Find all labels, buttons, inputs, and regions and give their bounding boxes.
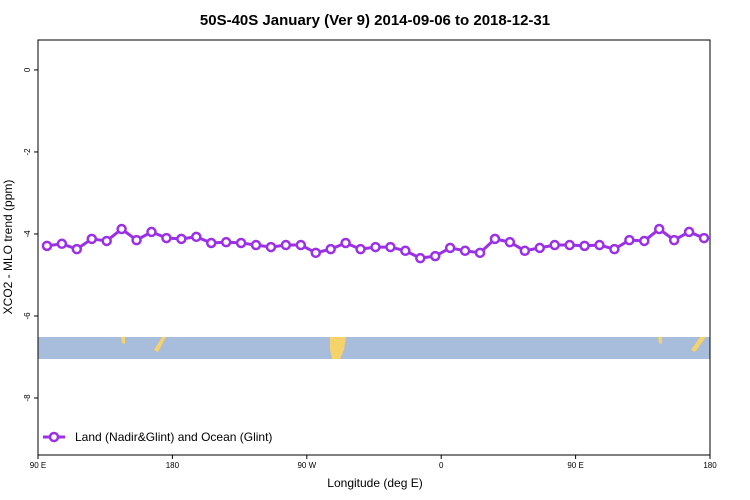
x-tick-label: 90 W <box>297 461 316 470</box>
land-patch <box>691 337 706 352</box>
data-point <box>444 242 456 254</box>
data-point <box>683 226 695 238</box>
data-point <box>250 239 262 251</box>
data-point <box>220 236 232 248</box>
data-point <box>325 243 336 255</box>
data-point <box>624 234 635 246</box>
data-point <box>519 245 531 257</box>
data-point <box>668 234 680 246</box>
y-tick-label: -6 <box>23 312 32 320</box>
legend-label: Land (Nadir&Glint) and Ocean (Glint) <box>75 430 272 444</box>
chart-title: 50S-40S January (Ver 9) 2014-09-06 to 20… <box>200 12 550 29</box>
data-point <box>504 236 516 248</box>
data-point <box>161 232 172 244</box>
land-patch <box>154 337 166 352</box>
data-point <box>594 239 605 251</box>
data-point <box>101 235 112 247</box>
y-tick-label: 0 <box>23 67 32 72</box>
data-point <box>310 247 322 259</box>
data-point <box>116 223 127 235</box>
data-point <box>265 241 277 253</box>
data-point <box>474 247 486 259</box>
y-tick-label: -2 <box>23 148 32 156</box>
data-point <box>370 241 381 253</box>
data-point <box>340 237 351 249</box>
data-point <box>56 238 68 250</box>
x-tick-label: 90 E <box>30 461 46 470</box>
data-point <box>564 239 575 251</box>
x-axis-label: Longitude (deg E) <box>327 476 422 490</box>
data-point <box>400 245 411 257</box>
data-point <box>415 252 426 264</box>
data-point <box>653 223 665 235</box>
x-tick-label: 180 <box>166 461 180 470</box>
data-point <box>698 232 710 244</box>
data-point <box>639 235 650 247</box>
data-point <box>489 233 501 245</box>
x-tick-label: 0 <box>439 461 444 470</box>
data-point <box>176 233 187 245</box>
data-point <box>355 243 366 255</box>
data-point <box>579 240 590 252</box>
data-point <box>549 239 560 251</box>
data-point <box>146 226 157 238</box>
data-point <box>609 243 620 255</box>
data-point <box>429 250 441 262</box>
x-tick-label: 90 E <box>567 461 583 470</box>
y-axis-label: XCO2 - MLO trend (ppm) <box>1 180 15 315</box>
data-point <box>131 234 142 246</box>
plot-frame <box>37 39 711 456</box>
y-tick-label: -4 <box>23 230 32 238</box>
data-point <box>385 241 396 253</box>
ocean-band <box>38 337 710 359</box>
data-point <box>235 237 247 249</box>
y-tick-label: -8 <box>23 394 32 402</box>
data-point <box>191 231 202 243</box>
data-point <box>534 242 546 254</box>
x-tick-label: 180 <box>703 461 717 470</box>
data-point <box>295 239 307 251</box>
legend-marker <box>48 431 60 443</box>
data-point <box>205 237 217 249</box>
data-point <box>71 243 83 255</box>
data-point <box>86 233 98 245</box>
land-patch <box>330 337 346 359</box>
data-point <box>459 245 471 257</box>
land-ocean-strip <box>38 337 710 359</box>
land-patch <box>658 337 662 344</box>
land-patch <box>121 337 125 344</box>
data-point <box>41 240 53 252</box>
data-point <box>280 239 292 251</box>
